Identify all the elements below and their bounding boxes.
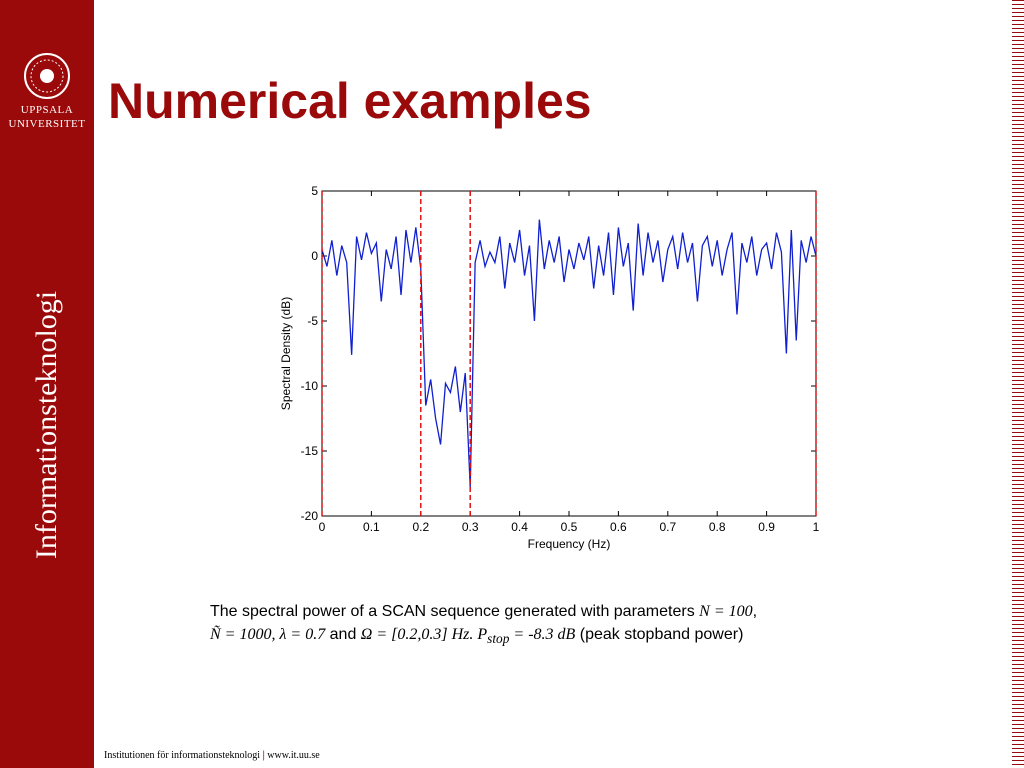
data-line	[321, 219, 817, 488]
footer-text: Institutionen för informationsteknologi	[104, 750, 261, 761]
x-tick-label: 0.3	[462, 520, 479, 534]
x-tick-label: 0.8	[709, 520, 726, 534]
edge-decoration	[1012, 0, 1024, 768]
x-axis-label: Frequency (Hz)	[528, 537, 611, 551]
slide-title: Numerical examples	[108, 73, 592, 129]
x-tick-label: 0.7	[659, 520, 676, 534]
x-tick-label: 0.1	[363, 520, 380, 534]
caption-text: (peak stopband power)	[575, 626, 744, 643]
seal	[24, 53, 70, 99]
x-tick-label: 0.2	[412, 520, 429, 534]
logo-text: UNIVERSITET	[8, 118, 86, 130]
caption-math: stop	[487, 631, 510, 647]
caption-math: N = 100	[699, 603, 753, 620]
x-tick-label: 1	[813, 520, 820, 534]
footer: Institutionen för informationsteknologi …	[104, 750, 320, 761]
x-tick-label: 0.9	[758, 520, 775, 534]
x-tick-label: 0	[319, 520, 326, 534]
logo-text: UPPSALA	[20, 104, 74, 116]
caption-text: ,	[752, 603, 758, 620]
y-axis-label: Spectral Density (dB)	[279, 297, 293, 410]
sidebar: UPPSALA UNIVERSITET Informationsteknolog…	[0, 0, 94, 768]
caption-text: The spectral power of a SCAN sequence ge…	[210, 603, 700, 620]
y-tick-label: -5	[307, 314, 318, 328]
y-tick-label: -15	[301, 444, 319, 458]
caption: The spectral power of a SCAN sequence ge…	[210, 600, 910, 650]
x-tick-label: 0.4	[511, 520, 528, 534]
y-tick-label: -20	[301, 509, 319, 523]
sidebar-text: Informationsteknologi	[30, 290, 63, 560]
chart: 0 0.1 0.2 0.3 0.4 0.5 0.6 0.7 0.8 0.9 1 -20 -15 -10 -5…	[279, 184, 820, 551]
footer-text: www.it.uu.se	[267, 750, 320, 761]
caption-math: = -8.3 dB	[509, 626, 576, 643]
y-tick-label: -10	[301, 379, 319, 393]
x-tick-label: 0.5	[561, 520, 578, 534]
x-tick-label: 0.6	[610, 520, 627, 534]
caption-math: Ñ = 1000, λ = 0.7	[210, 626, 326, 643]
caption-text: and	[325, 626, 361, 643]
y-tick-label: 0	[311, 249, 318, 263]
y-tick-label: 5	[311, 184, 318, 198]
caption-math: Ω = [0.2,0.3] Hz. P	[360, 626, 488, 643]
